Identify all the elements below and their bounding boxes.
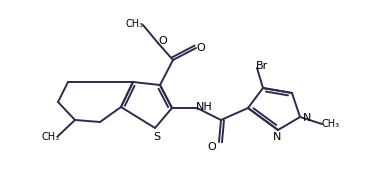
Text: O: O — [158, 36, 167, 46]
Text: CH₃: CH₃ — [126, 19, 144, 29]
Text: CH₃: CH₃ — [42, 132, 60, 142]
Text: O: O — [197, 43, 205, 53]
Text: NH: NH — [195, 102, 212, 112]
Text: O: O — [208, 142, 216, 152]
Text: N: N — [303, 113, 311, 123]
Text: Br: Br — [256, 61, 268, 71]
Text: S: S — [153, 132, 161, 142]
Text: CH₃: CH₃ — [322, 119, 340, 129]
Text: N: N — [273, 132, 281, 142]
